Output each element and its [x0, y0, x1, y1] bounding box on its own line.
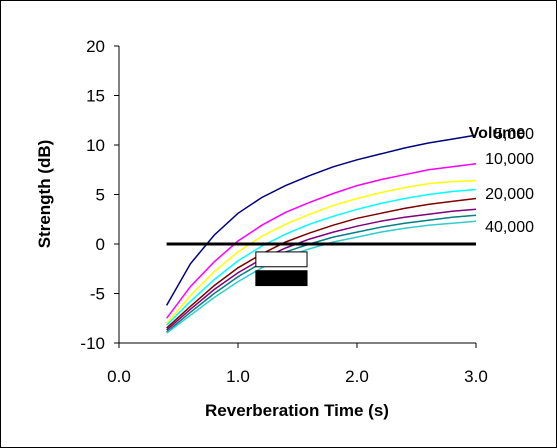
legend-label: 10,000: [485, 151, 534, 168]
white-range-box: [255, 251, 308, 268]
series-line-1: [165, 134, 477, 306]
series-line-5: [166, 197, 477, 329]
legend-label: 20,000: [485, 186, 534, 203]
series-line-2: [166, 163, 477, 319]
annotations: [166, 242, 476, 287]
y-tick-label: -5: [90, 285, 105, 304]
legend: Volume 5,000 10,000 20,000 40,000: [469, 125, 534, 236]
series-line-6: [166, 208, 477, 331]
x-tick-label: 1.0: [226, 367, 250, 386]
y-tick-label: 20: [86, 37, 105, 56]
black-range-box: [255, 270, 308, 287]
series-line-8: [166, 220, 477, 334]
x-tick-label: 3.0: [464, 367, 488, 386]
series-line-7: [166, 214, 477, 333]
x-axis-label: Reverberation Time (s): [205, 401, 389, 420]
axes: [114, 45, 477, 348]
legend-label: 5,000: [494, 126, 534, 143]
series-lines: [165, 134, 477, 334]
legend-title: Volume: [469, 125, 526, 142]
y-tick-label: 15: [86, 87, 105, 106]
y-axis-label: Strength (dB): [35, 140, 54, 249]
x-tick-label: 2.0: [345, 367, 369, 386]
y-tick-label: 5: [96, 186, 105, 205]
x-tick-label: 0.0: [107, 367, 131, 386]
legend-label: 40,000: [485, 219, 534, 236]
series-line-3: [166, 179, 477, 324]
y-tick-label: 10: [86, 136, 105, 155]
tick-labels: -10 -5 0 5 10 15 20 0.0 1.0 2.0 3.0: [80, 37, 487, 386]
y-tick-label: -10: [80, 334, 105, 353]
series-line-4: [166, 188, 477, 326]
y-tick-label: 0: [96, 235, 105, 254]
